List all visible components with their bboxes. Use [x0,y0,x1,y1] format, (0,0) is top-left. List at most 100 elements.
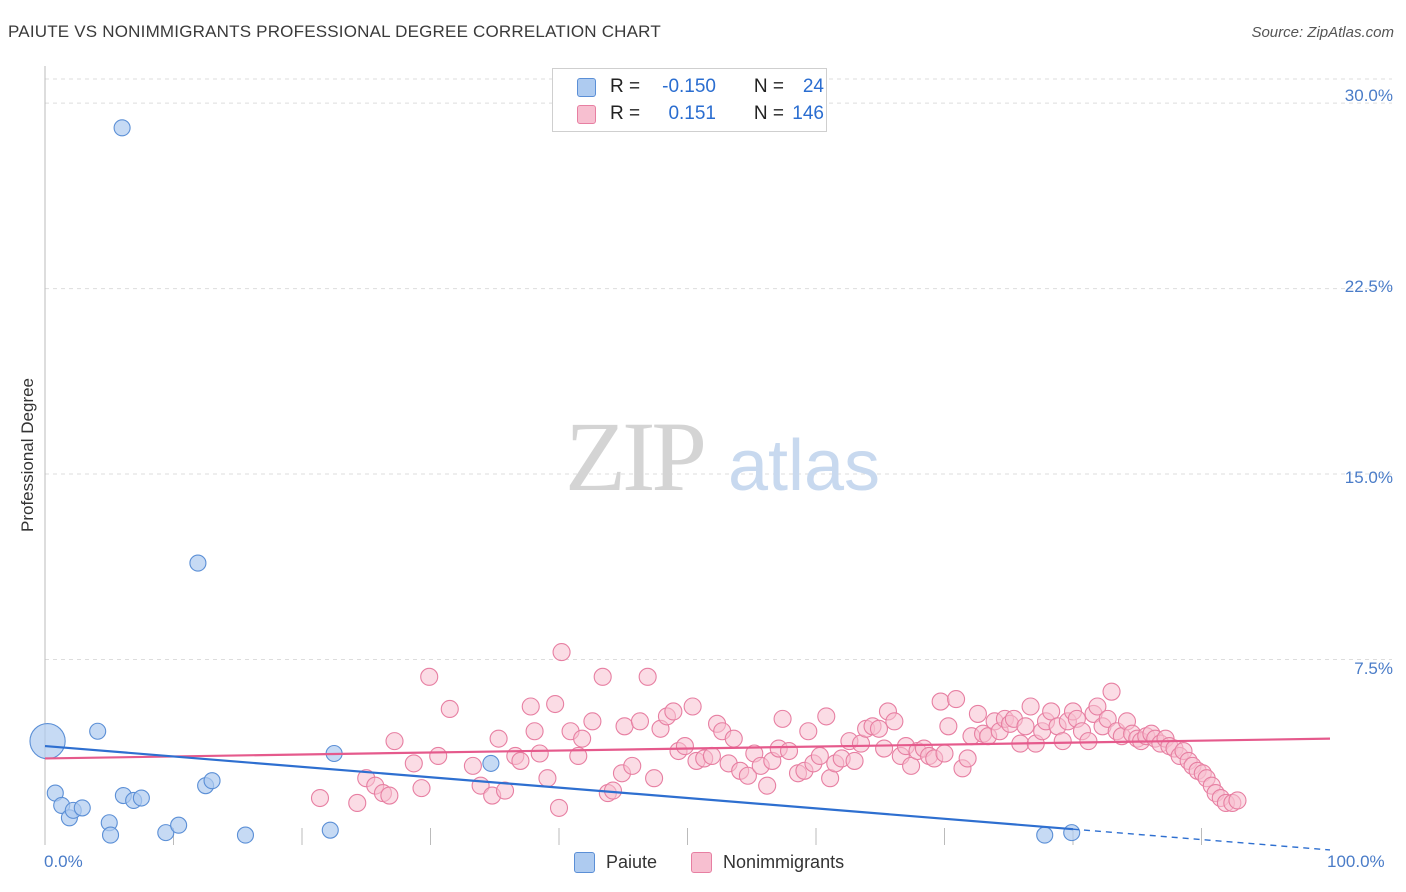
nonimmigrants-point [385,732,404,751]
nonimmigrants-point [310,788,330,808]
paiute-point [203,772,221,790]
nonimmigrants-point [935,744,954,763]
n-label: N = [753,76,784,97]
n-value: 24 [802,76,824,97]
legend-item-nonimmigrants[interactable]: Nonimmigrants [691,852,844,873]
nonimmigrants-point [638,667,657,686]
nonimmigrants-point [664,702,683,721]
paiute-point [321,821,339,839]
nonimmigrants-point [1016,717,1035,736]
nonimmigrants-point [947,690,966,709]
x-tick-label-max: 100.0% [1327,852,1385,871]
nonimmigrants-point [1079,732,1098,751]
y-tick-label: 15.0% [1344,468,1393,487]
paiute-points [29,119,1081,844]
nonimmigrants-point [810,746,829,766]
series-legend: Paiute Nonimmigrants [574,852,878,873]
nonimmigrants-point [530,744,549,763]
y-tick-label: 30.0% [1344,86,1393,105]
nonimmigrants-point [569,746,588,766]
nonimmigrants-swatch [577,104,596,124]
nonimmigrants-point [525,722,544,741]
legend-row-nonimmigrants: R = 0.151 N = 146 [577,103,824,125]
nonimmigrants-point [546,694,565,714]
nonimmigrants-point [404,754,423,773]
nonimmigrants-point [538,769,557,788]
nonimmigrants-points [310,643,1247,817]
paiute-point [29,722,66,760]
paiute-swatch [577,77,596,97]
nonimmigrants-point [521,697,540,716]
paiute-point [132,789,150,807]
nonimmigrants-point [511,751,530,770]
n-label: N = [753,103,784,124]
paiute-trend-line-extension [1072,828,1331,851]
nonimmigrants-point [1102,682,1121,701]
nonimmigrants-point [702,746,721,766]
legend-item-paiute[interactable]: Paiute [574,852,657,873]
paiute-point [157,824,175,842]
chart-title: PAIUTE VS NONIMMIGRANTS PROFESSIONAL DEG… [8,22,661,41]
source-label: Source: ZipAtlas.com [1251,24,1394,41]
nonimmigrants-point [683,697,702,716]
nonimmigrants-point [348,793,367,813]
nonimmigrants-point [1021,697,1040,716]
x-tick-label-min: 0.0% [44,852,83,871]
nonimmigrants-point [495,781,515,800]
nonimmigrants-point [779,741,799,761]
paiute-point [482,754,500,772]
nonimmigrants-point [412,779,431,798]
paiute-point [113,119,131,137]
nonimmigrants-point [758,776,777,795]
nonimmigrants-point [583,712,602,731]
trend-lines [44,737,1331,851]
nonimmigrants-point [549,798,569,817]
nonimmigrants-point [440,699,459,719]
nonimmigrants-point [1088,697,1107,716]
paiute-point [170,816,188,834]
nonimmigrants-point [1228,791,1247,810]
r-value: 0.151 [668,103,716,124]
nonimmigrants-point [630,712,650,731]
n-value: 146 [792,103,824,124]
r-value: -0.150 [662,76,716,97]
r-label: R = [610,76,641,97]
nonimmigrants-point [869,719,889,738]
nonimmigrants-point [429,746,448,766]
nonimmigrants-point [623,756,642,775]
nonimmigrants-point [420,667,439,686]
paiute-point [89,722,107,740]
nonimmigrants-point [724,729,743,748]
nonimmigrants-point [552,643,571,662]
nonimmigrants-point [593,667,612,686]
nonimmigrants-point [939,717,958,736]
nonimmigrants-point [817,707,836,726]
nonimmigrants-point [958,749,977,768]
legend-row-paiute: R = -0.150 N = 24 [577,76,824,98]
paiute-point [1036,826,1054,844]
watermark-zip: ZIP [565,401,703,512]
paiute-point [1063,824,1081,842]
legend-label-paiute: Paiute [606,852,658,872]
nonimmigrants-point [773,709,792,728]
nonimmigrants-point [1098,709,1117,728]
grid-layer [44,66,1392,845]
nonimmigrants-point [489,729,508,748]
watermark: ZIP atlas [565,401,880,512]
nonimmigrants-point [968,704,987,723]
paiute-trend-line [44,744,1074,831]
nonimmigrants-point [380,786,399,805]
nonimmigrants-point [463,756,482,775]
nonimmigrants-point [573,729,592,748]
nonimmigrants-point [645,769,664,788]
watermark-atlas: atlas [728,426,880,506]
r-label: R = [610,103,641,124]
nonimmigrants-point [931,692,950,711]
nonimmigrants-point [738,766,757,785]
nonimmigrants-point [845,751,864,770]
paiute-legend-swatch [574,852,595,873]
nonimmigrants-point [885,712,904,731]
nonimmigrants-point [615,717,634,736]
legend-label-nonimmigrants: Nonimmigrants [723,852,845,872]
